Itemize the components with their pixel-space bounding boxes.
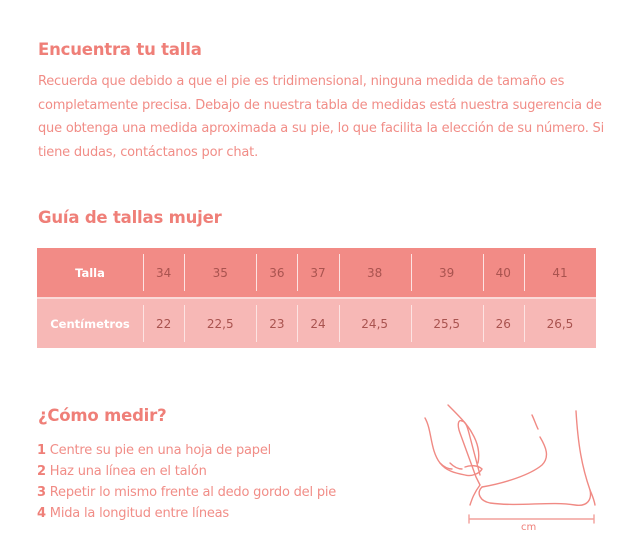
- step-number: 2: [37, 464, 46, 479]
- steps-list: 1 Centre su pie en una hoja de papel 2 Ha…: [37, 440, 336, 524]
- cm-label: cm: [521, 522, 537, 533]
- table-cell: 26: [482, 297, 524, 348]
- step-number: 3: [37, 485, 46, 500]
- table-cell: 26,5: [523, 297, 596, 348]
- table-cell: 23: [256, 297, 298, 348]
- step-item: 3 Repetir lo mismo frente al dedo gordo …: [37, 482, 336, 503]
- step-item: 4 Mida la longitud entre líneas: [37, 503, 336, 524]
- size-table: Talla 34 35 36 37 38 39 40 41 Centímetros 22 22,5 23…: [37, 248, 596, 348]
- find-size-text: Recuerda que debido a que el pie es trid…: [38, 74, 605, 160]
- row-label: Centímetros: [37, 297, 143, 348]
- table-cell: 39: [410, 248, 483, 298]
- how-to-title: ¿Cómo medir?: [38, 406, 167, 425]
- table-cell: 36: [256, 248, 298, 298]
- table-cell: 22,5: [184, 297, 257, 348]
- step-number: 1: [37, 443, 46, 458]
- table-cell: 35: [184, 248, 257, 298]
- step-text: Repetir lo mismo frente al dedo gordo de…: [49, 485, 337, 500]
- table-cell: 22: [143, 297, 185, 348]
- step-text: Haz una línea en el talón: [49, 464, 207, 479]
- step-text: Centre su pie en una hoja de papel: [49, 443, 272, 458]
- find-size-title: Encuentra tu talla: [38, 40, 202, 59]
- table-cell: 24,5: [338, 297, 411, 348]
- table-cell: 24: [297, 297, 339, 348]
- step-text: Mida la longitud entre líneas: [49, 506, 229, 521]
- table-cell: 41: [523, 248, 596, 298]
- table-cell: 25,5: [410, 297, 483, 348]
- foot-measure-illustration: [424, 404, 596, 524]
- table-cell: 34: [143, 248, 185, 298]
- table-cell: 38: [338, 248, 411, 298]
- step-item: 2 Haz una línea en el talón: [37, 461, 336, 482]
- row-label: Talla: [37, 248, 143, 298]
- table-cell: 37: [297, 248, 339, 298]
- table-cell: 40: [482, 248, 524, 298]
- step-item: 1 Centre su pie en una hoja de papel: [37, 440, 336, 461]
- size-guide-title: Guía de tallas mujer: [38, 208, 222, 227]
- step-number: 4: [37, 506, 46, 521]
- table-row: Talla 34 35 36 37 38 39 40 41: [37, 248, 596, 298]
- table-row: Centímetros 22 22,5 23 24 24,5 25,5 26 26,5: [37, 297, 596, 348]
